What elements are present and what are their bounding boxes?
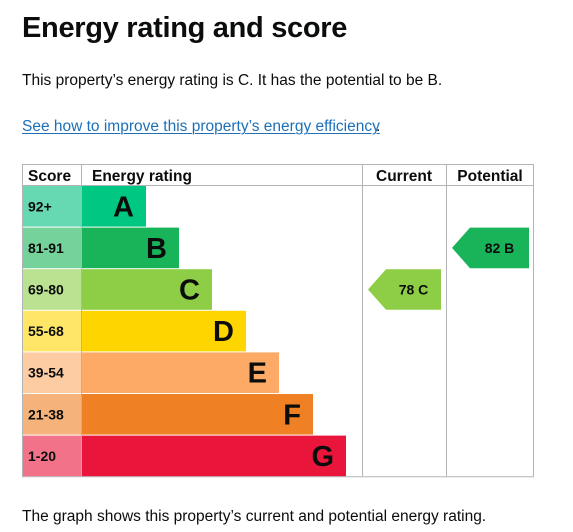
- potential-rating-arrow: [452, 227, 529, 269]
- rating-bar-C: [82, 269, 212, 310]
- score-range-C: 69-80: [28, 282, 64, 298]
- band-letter-F: F: [283, 399, 301, 431]
- score-cell-A: [23, 186, 81, 227]
- score-cell-D: [23, 310, 81, 352]
- score-range-A: 92+: [28, 198, 52, 214]
- rating-bar-F: [82, 394, 313, 435]
- rating-bar-B: [82, 227, 179, 269]
- rating-bar-G: [82, 435, 346, 477]
- score-cell-E: [23, 352, 81, 393]
- header-score: Score: [28, 168, 71, 185]
- rating-summary: This property’s energy rating is C. It h…: [22, 72, 443, 89]
- band-letter-B: B: [146, 233, 167, 265]
- header-potential: Potential: [457, 168, 522, 185]
- improve-efficiency-link[interactable]: See how to improve this property’s energ…: [22, 118, 380, 135]
- score-range-B: 81-91: [28, 240, 64, 256]
- current-rating-arrow: [368, 269, 441, 310]
- score-range-G: 1-20: [28, 448, 56, 464]
- link-suffix: .: [376, 118, 381, 135]
- rating-bar-A: [82, 186, 146, 227]
- band-letter-C: C: [179, 275, 200, 307]
- band-letter-G: G: [311, 441, 334, 473]
- score-range-F: 21-38: [28, 406, 64, 422]
- score-range-E: 39-54: [28, 365, 64, 381]
- score-cell-C: [23, 269, 81, 310]
- header-current: Current: [376, 168, 432, 185]
- rating-bar-E: [82, 352, 279, 393]
- band-letter-E: E: [248, 358, 267, 390]
- score-cell-B: [23, 227, 81, 269]
- page-title: Energy rating and score: [22, 12, 348, 44]
- band-letter-A: A: [113, 191, 134, 223]
- score-range-D: 55-68: [28, 323, 64, 339]
- chart-caption: The graph shows this property’s current …: [22, 508, 487, 525]
- rating-bar-D: [82, 310, 246, 352]
- header-energy-rating: Energy rating: [92, 168, 192, 185]
- score-cell-G: [23, 435, 81, 477]
- band-letter-D: D: [213, 316, 234, 348]
- score-cell-F: [23, 394, 81, 435]
- potential-rating-label: 82 B: [485, 240, 515, 256]
- current-rating-label: 78 C: [399, 282, 429, 298]
